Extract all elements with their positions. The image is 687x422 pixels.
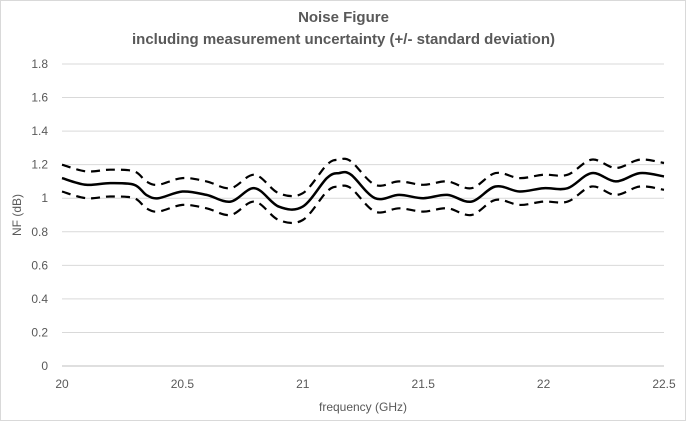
- y-tick-label: 0.2: [31, 325, 48, 339]
- y-tick-label: 0.4: [31, 292, 48, 306]
- y-tick-label: 1.2: [31, 158, 48, 172]
- uncertainty-bound-line: [61, 157, 665, 198]
- gridlines: [62, 63, 664, 367]
- y-tick-labels: 0 0.2 0.4 0.6 0.8 1 1.2 1.4 1.6 1.8: [31, 57, 48, 373]
- x-tick-label: 20: [55, 377, 69, 391]
- y-tick-label: 0: [41, 359, 48, 373]
- x-tick-label: 22: [537, 377, 551, 391]
- x-axis-label: frequency (GHz): [319, 400, 407, 414]
- x-tick-labels: 20 20.5 21 21.5 22 22.5: [55, 377, 676, 391]
- data-series: [61, 157, 665, 225]
- y-tick-label: 1: [41, 191, 48, 205]
- noise-figure-line: [61, 170, 665, 211]
- x-tick-label: 21.5: [412, 377, 436, 391]
- y-tick-label: 0.8: [31, 225, 48, 239]
- chart-subtitle: including measurement uncertainty (+/- s…: [132, 31, 555, 48]
- chart-title: Noise Figure: [298, 9, 389, 26]
- y-axis-label: NF (dB): [10, 194, 24, 236]
- x-tick-label: 21: [296, 377, 310, 391]
- x-tick-label: 20.5: [171, 377, 195, 391]
- uncertainty-bound-line: [61, 184, 665, 225]
- y-tick-label: 1.6: [31, 91, 48, 105]
- y-tick-label: 1.4: [31, 124, 48, 138]
- x-tick-label: 22.5: [652, 377, 676, 391]
- y-tick-label: 0.6: [31, 258, 48, 272]
- y-tick-label: 1.8: [31, 57, 48, 71]
